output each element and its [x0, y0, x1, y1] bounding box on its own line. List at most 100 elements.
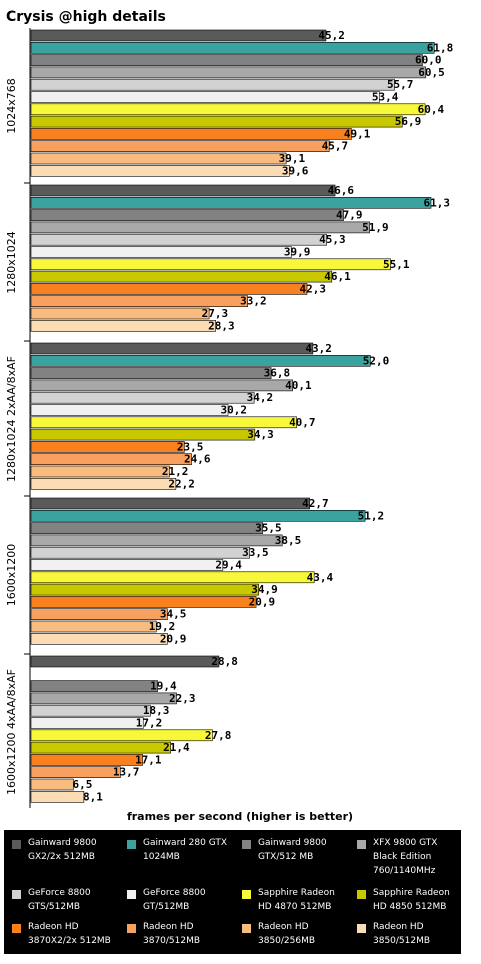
- data-label: 27,3: [202, 307, 229, 320]
- legend-item: Radeon HD 3870X2/2x 512MB: [12, 920, 120, 964]
- data-label: 28,8: [211, 655, 238, 668]
- bar: [30, 453, 192, 466]
- legend-swatch: [242, 840, 251, 849]
- legend-label-line: Gainward 280 GTX: [143, 838, 228, 848]
- legend-label: XFX 9800 GTX Black Edition 760/1140MHz: [373, 836, 437, 878]
- bar: [30, 717, 144, 729]
- data-label: 60,4: [418, 103, 445, 116]
- legend-swatch: [12, 840, 21, 849]
- legend-item: GeForce 8800 GTS/512MB: [12, 886, 120, 930]
- data-label: 43,4: [307, 571, 334, 584]
- data-label: 45,3: [319, 233, 346, 246]
- legend-item: Sapphire Radeon HD 4850 512MB: [357, 886, 465, 930]
- bar: [30, 91, 380, 103]
- chart-title: Crysis @high details: [6, 9, 166, 25]
- data-label: 51,2: [358, 509, 385, 522]
- group-label: 1280x1024: [5, 231, 18, 294]
- bar: [30, 416, 297, 429]
- data-label: 19,4: [150, 680, 177, 693]
- data-label: 38,5: [275, 534, 302, 547]
- legend-item: Gainward 280 GTX 1024MB: [127, 836, 235, 880]
- bar: [30, 509, 366, 522]
- legend-item: Radeon HD 3850/256MB: [242, 920, 350, 964]
- bar: [30, 295, 248, 308]
- bar: [30, 632, 168, 645]
- legend-label-line: 3870/512MB: [143, 936, 201, 946]
- legend-swatch: [357, 840, 366, 849]
- data-label: 24,6: [184, 453, 211, 466]
- bar: [30, 319, 216, 332]
- bar: [30, 620, 157, 633]
- bar: [30, 233, 327, 246]
- data-label: 49,1: [344, 127, 371, 140]
- data-label: 18,3: [143, 704, 170, 717]
- bar: [30, 391, 255, 404]
- legend-label: Sapphire Radeon HD 4850 512MB: [373, 886, 450, 914]
- bar: [30, 29, 327, 42]
- x-axis-label: frames per second (higher is better): [127, 810, 353, 823]
- data-label: 52,0: [363, 354, 390, 367]
- group-label: 1280x1024 2xAA/8xAF: [5, 356, 18, 482]
- group-label: 1600x1200: [5, 544, 18, 607]
- data-label: 23,5: [177, 440, 204, 453]
- legend-label-line: GTX/512 MB: [258, 852, 314, 862]
- bar: [30, 754, 143, 766]
- legend-label-line: XFX 9800 GTX: [373, 838, 438, 848]
- data-label: 39,9: [284, 246, 311, 259]
- data-label: 61,8: [427, 41, 454, 54]
- bar: [30, 270, 333, 283]
- legend-swatch: [242, 924, 251, 933]
- legend-label-line: Gainward 9800: [258, 838, 327, 848]
- legend-label-line: Radeon HD: [28, 922, 79, 932]
- legend-label: Gainward 9800 GTX/512 MB: [258, 836, 327, 864]
- bar: [30, 354, 371, 367]
- data-label: 42,3: [300, 282, 327, 295]
- data-label: 13,7: [113, 766, 140, 779]
- bar: [30, 497, 310, 510]
- data-label: 47,9: [336, 209, 363, 222]
- legend-label-line: HD 4850 512MB: [373, 902, 447, 912]
- bar: [30, 704, 151, 717]
- legend-label-line: Radeon HD: [373, 922, 424, 932]
- bar: [30, 766, 121, 779]
- data-label: 34,2: [247, 391, 274, 404]
- data-label: 21,4: [163, 741, 190, 754]
- legend-label-line: 1024MB: [143, 852, 180, 862]
- data-label: 22,2: [168, 477, 195, 490]
- data-label: 39,1: [279, 152, 306, 165]
- legend-label-line: GeForce 8800: [28, 888, 91, 898]
- bar: [30, 692, 177, 705]
- legend-label-line: 760/1140MHz: [373, 866, 436, 876]
- legend-item: XFX 9800 GTX Black Edition 760/1140MHz: [357, 836, 465, 880]
- bar: [30, 128, 352, 140]
- data-label: 34,9: [251, 583, 278, 596]
- legend-item: Radeon HD 3870/512MB: [127, 920, 235, 964]
- data-label: 35,5: [255, 522, 282, 535]
- data-label: 17,1: [135, 753, 162, 766]
- data-label: 40,7: [289, 416, 316, 429]
- legend-item: Gainward 9800 GTX/512 MB: [242, 836, 350, 880]
- data-label: 55,1: [383, 258, 410, 271]
- bar: [30, 152, 287, 165]
- data-label: 51,9: [362, 221, 389, 234]
- bar: [30, 103, 426, 116]
- bar: [30, 283, 308, 295]
- bar: [30, 246, 292, 258]
- bar: [30, 184, 336, 197]
- bar: [30, 115, 403, 128]
- data-label: 20,9: [160, 632, 187, 645]
- data-label: 43,2: [305, 342, 332, 355]
- bar: [30, 608, 168, 621]
- legend-label: Gainward 9800 GX2/2x 512MB: [28, 836, 97, 864]
- bar: [30, 596, 257, 608]
- bar: [30, 790, 85, 803]
- data-label: 20,9: [249, 595, 276, 608]
- legend-swatch: [12, 890, 21, 899]
- legend-label-line: 3850/256MB: [258, 936, 316, 946]
- legend-label-line: Sapphire Radeon: [373, 888, 450, 898]
- legend-swatch: [357, 890, 366, 899]
- bar: [30, 655, 220, 668]
- data-label: 28,3: [208, 319, 235, 332]
- data-label: 61,3: [423, 196, 450, 209]
- data-label: 42,7: [302, 497, 329, 510]
